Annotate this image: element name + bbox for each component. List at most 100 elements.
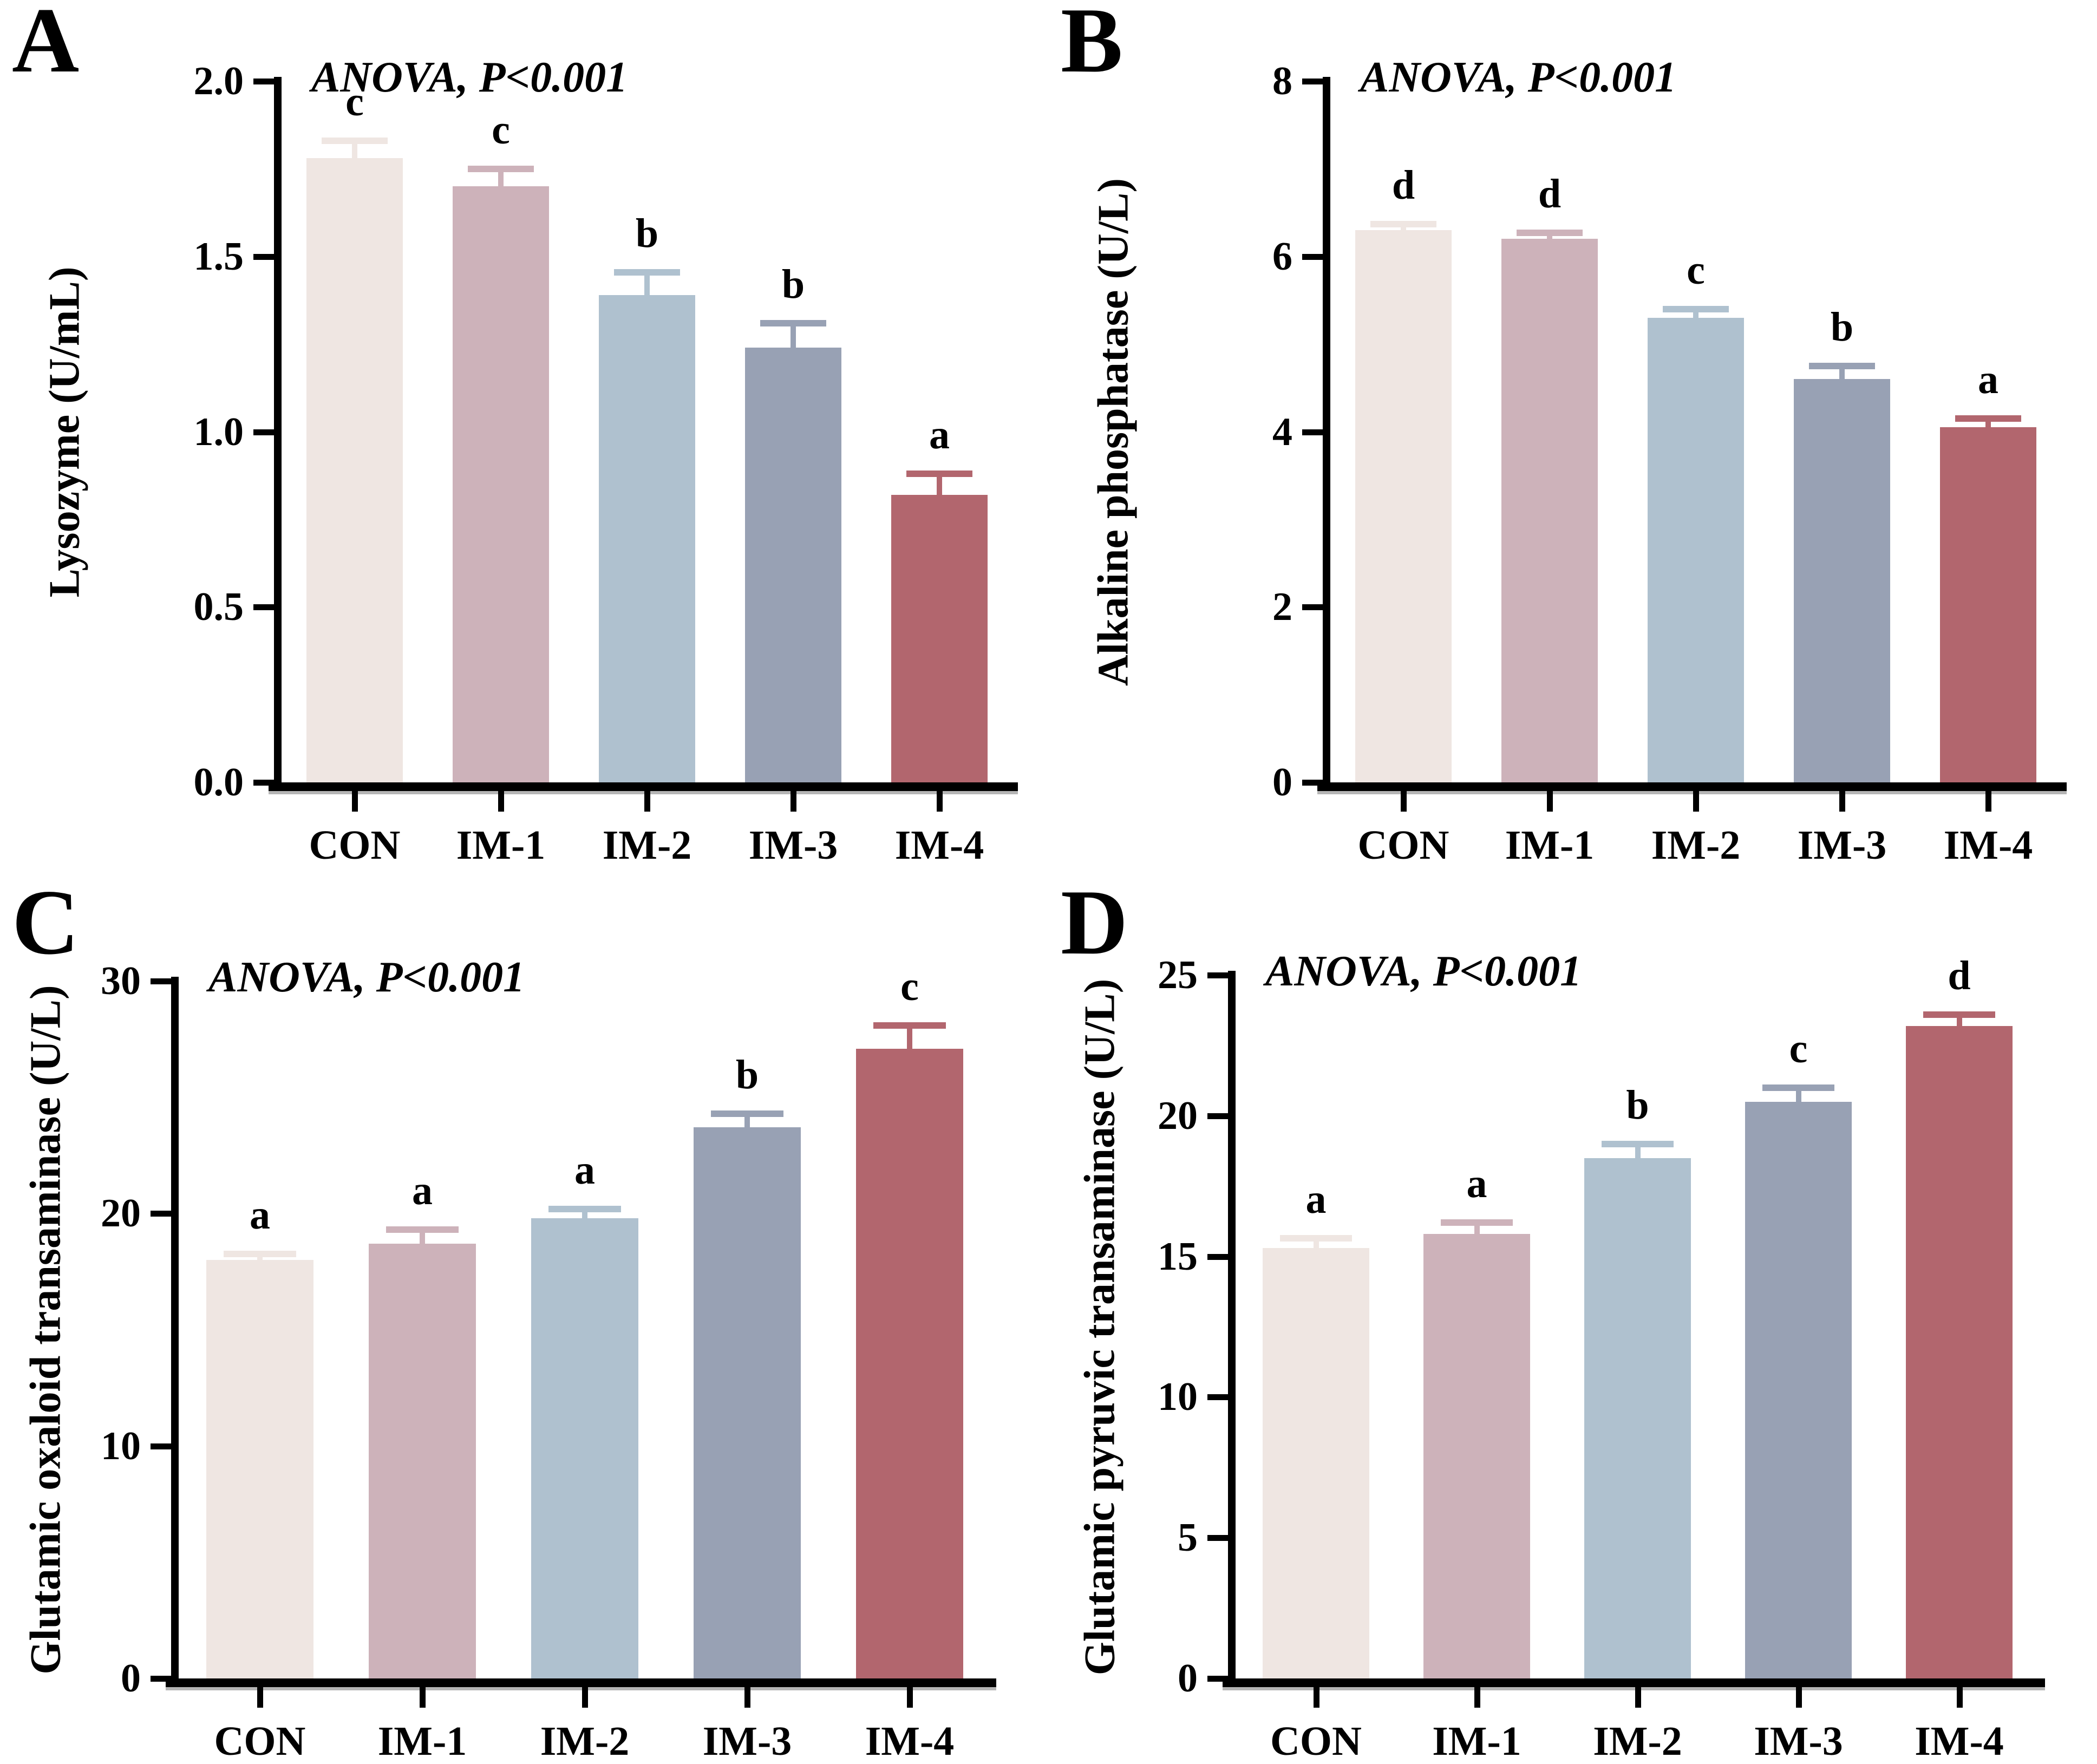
y-tick-label: 0 — [1272, 760, 1292, 805]
error-bar-stem-IM-1 — [420, 1230, 425, 1245]
y-tick-label: 0.0 — [193, 760, 244, 805]
y-tick-label: 8 — [1272, 59, 1292, 103]
sig-letter-CON: c — [345, 79, 364, 125]
bar-IM-3 — [744, 348, 842, 782]
y-tick-label: 0 — [121, 1656, 141, 1701]
y-axis-line — [1323, 77, 1330, 787]
x-tick — [582, 1687, 588, 1708]
y-tick — [1207, 1676, 1228, 1682]
sig-letter-CON: a — [1305, 1176, 1327, 1222]
y-tick — [253, 429, 274, 435]
x-tick — [1635, 1687, 1641, 1708]
sig-letter-IM-3: c — [1789, 1025, 1808, 1072]
bar-IM-4 — [891, 495, 988, 782]
error-bar-stem-IM-3 — [791, 323, 796, 349]
bar-IM-4 — [1939, 427, 2037, 782]
x-tick — [1795, 1687, 1802, 1708]
panel-letter-D: D — [1061, 871, 1128, 974]
anova-annotation: ANOVA, P<0.001 — [1360, 54, 1677, 101]
x-tick-label-IM-2: IM-2 — [540, 1719, 630, 1764]
x-tick-label-IM-3: IM-3 — [702, 1719, 792, 1764]
y-tick — [151, 1211, 171, 1217]
error-bar-cap-IM-1 — [1440, 1219, 1513, 1226]
y-tick — [1207, 1394, 1228, 1401]
y-tick-label: 15 — [1158, 1234, 1198, 1279]
bar-IM-2 — [1647, 318, 1745, 782]
panel-letter-B: B — [1061, 0, 1123, 92]
y-tick — [1302, 780, 1323, 786]
x-tick-label-IM-3: IM-3 — [1754, 1719, 1843, 1764]
bar-IM-1 — [369, 1244, 476, 1678]
y-tick-label: 2.0 — [193, 59, 244, 103]
sig-letter-IM-3: b — [735, 1051, 759, 1097]
sig-letter-CON: a — [250, 1192, 270, 1238]
error-bar-stem-IM-4 — [907, 1025, 912, 1050]
x-tick-label-IM-4: IM-4 — [894, 822, 984, 868]
sig-letter-IM-4: a — [1978, 357, 1998, 403]
error-bar-stem-IM-1 — [1547, 233, 1552, 240]
y-axis-label: Glutamic pyruvic transaminase (U/L) — [1076, 978, 1124, 1675]
x-tick — [907, 1687, 913, 1708]
x-tick-label-IM-4: IM-4 — [865, 1719, 955, 1764]
sig-letter-IM-3: b — [1830, 304, 1854, 350]
y-axis-line — [274, 77, 282, 787]
panel-A: A ANOVA, P<0.001 Lysozyme (U/mL) 0.0 0.5 1.0… — [0, 0, 1048, 881]
error-bar-cap-CON — [223, 1251, 297, 1258]
bar-CON — [306, 158, 403, 782]
y-tick-label: 2 — [1272, 585, 1292, 630]
y-tick-label: 30 — [101, 959, 141, 1003]
y-tick — [253, 780, 274, 786]
x-tick-label-IM-4: IM-4 — [1915, 1719, 2004, 1764]
bar-IM-2 — [598, 295, 696, 782]
error-bar-cap-IM-4 — [873, 1022, 946, 1029]
x-axis-line — [1317, 782, 2067, 791]
y-tick-label: 20 — [101, 1191, 141, 1236]
x-tick — [1547, 791, 1553, 812]
y-tick — [253, 79, 274, 84]
bar-CON — [1263, 1248, 1369, 1678]
error-bar-cap-CON — [1279, 1234, 1353, 1242]
sig-letter-IM-1: c — [492, 107, 510, 153]
sig-letter-IM-3: b — [781, 261, 805, 307]
x-tick — [1693, 791, 1699, 812]
bar-IM-3 — [694, 1127, 801, 1678]
x-tick-label-IM-2: IM-2 — [602, 822, 692, 868]
sig-letter-IM-2: c — [1687, 247, 1705, 293]
bar-IM-3 — [1793, 379, 1891, 782]
y-tick — [1302, 253, 1323, 260]
panel-letter-A: A — [12, 0, 80, 92]
error-bar-cap-IM-2 — [1663, 305, 1729, 312]
error-bar-stem-IM-3 — [1795, 1087, 1801, 1103]
y-tick — [1207, 1113, 1228, 1119]
x-tick — [1474, 1687, 1480, 1708]
bar-IM-4 — [856, 1048, 963, 1678]
x-axis-line — [1223, 1678, 2045, 1687]
sig-letter-IM-4: a — [929, 412, 950, 458]
error-bar-stem-IM-2 — [1693, 309, 1698, 319]
x-tick — [498, 791, 504, 812]
x-tick-label-IM-1: IM-1 — [1505, 822, 1595, 868]
y-tick — [151, 978, 171, 984]
bar-CON — [206, 1260, 313, 1678]
y-tick-label: 1.0 — [193, 409, 244, 454]
sig-letter-IM-4: c — [900, 963, 919, 1009]
x-tick — [352, 791, 358, 812]
panel-B: B ANOVA, P<0.001 Alkaline phosphatase (U/… — [1049, 0, 2097, 881]
x-tick-label-IM-4: IM-4 — [1943, 822, 2033, 868]
sig-letter-CON: d — [1392, 162, 1415, 208]
y-tick-label: 10 — [1158, 1375, 1198, 1420]
y-tick — [1207, 972, 1228, 978]
error-bar-stem-IM-3 — [1839, 366, 1845, 381]
error-bar-cap-CON — [1370, 220, 1436, 227]
bar-IM-1 — [1423, 1234, 1530, 1678]
error-bar-stem-IM-1 — [498, 168, 504, 188]
anova-annotation: ANOVA, P<0.001 — [311, 54, 628, 101]
bar-CON — [1355, 230, 1452, 782]
error-bar-cap-IM-3 — [760, 319, 826, 326]
x-tick-label-IM-3: IM-3 — [748, 822, 838, 868]
error-bar-cap-CON — [322, 138, 388, 145]
error-bar-stem-CON — [352, 141, 357, 160]
x-tick-label-CON: CON — [214, 1719, 306, 1764]
error-bar-stem-CON — [1313, 1238, 1319, 1249]
y-tick — [253, 604, 274, 611]
